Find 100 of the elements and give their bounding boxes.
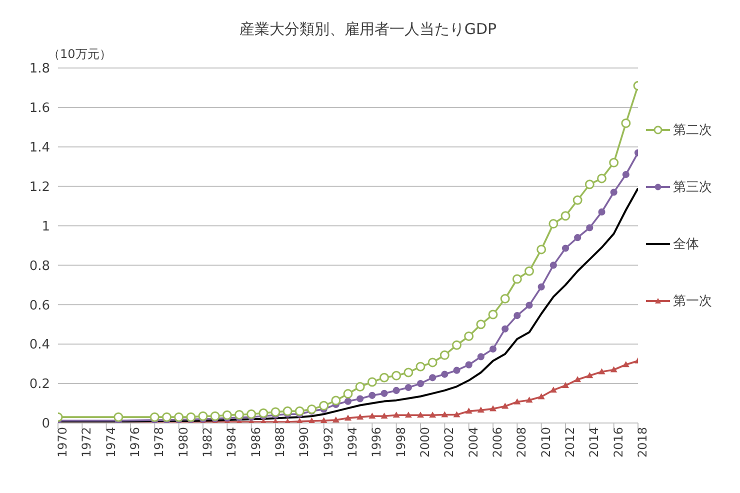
point xyxy=(536,244,546,254)
x-tick-label: 1996 xyxy=(370,427,384,458)
point xyxy=(114,412,124,422)
x-tick-label: 1984 xyxy=(224,427,239,458)
point xyxy=(514,312,521,320)
point xyxy=(308,418,316,423)
point xyxy=(476,320,486,330)
point xyxy=(404,412,412,418)
point xyxy=(320,417,328,423)
point xyxy=(270,407,280,417)
point xyxy=(490,405,496,412)
point xyxy=(416,362,426,372)
point xyxy=(502,402,509,409)
point xyxy=(622,361,630,368)
y-tick-label: 1 xyxy=(42,219,50,234)
point xyxy=(586,372,594,378)
chart-title: 産業大分類別、雇用者一人当たりGDP xyxy=(238,20,498,39)
point xyxy=(526,396,533,403)
point xyxy=(572,195,582,205)
point xyxy=(392,412,400,418)
point xyxy=(464,331,474,341)
point xyxy=(210,411,220,421)
point xyxy=(368,392,376,399)
point xyxy=(234,410,244,420)
x-tick-label: 1982 xyxy=(200,427,215,458)
point xyxy=(597,174,606,184)
point xyxy=(392,386,400,394)
point xyxy=(174,412,184,422)
x-tick-label: 2000 xyxy=(418,427,432,458)
x-tick-label: 2002 xyxy=(442,427,456,458)
x-tick-label: 1974 xyxy=(104,427,118,458)
point xyxy=(162,412,172,422)
point xyxy=(562,382,569,388)
point xyxy=(453,411,460,418)
point xyxy=(186,412,196,422)
x-tick-label: 2006 xyxy=(490,427,505,458)
x-tick-label: 1980 xyxy=(176,427,190,458)
x-tick-label: 1988 xyxy=(273,427,288,458)
x-tick-label: 2004 xyxy=(466,427,480,458)
x-tick-label: 1992 xyxy=(321,427,336,458)
point xyxy=(574,234,582,242)
y-tick-label: 0.2 xyxy=(29,377,50,392)
point xyxy=(246,409,256,419)
legend-label: 第三次 xyxy=(673,179,712,196)
point xyxy=(417,412,424,418)
point xyxy=(428,358,438,368)
y-tick-label: 1.4 xyxy=(29,140,50,156)
legend-label: 第二次 xyxy=(673,122,712,139)
legend-label: 全体 xyxy=(673,236,699,253)
x-tick-label: 1976 xyxy=(128,427,142,458)
point xyxy=(488,310,498,320)
point xyxy=(380,372,389,382)
point xyxy=(441,370,448,378)
point xyxy=(524,266,534,276)
point xyxy=(404,368,414,378)
x-tick-label: 1978 xyxy=(152,427,166,458)
point xyxy=(609,158,619,168)
x-tick-label: 1990 xyxy=(297,427,312,458)
point xyxy=(477,353,484,360)
point xyxy=(621,118,631,128)
y-axis-title: （10万元） xyxy=(48,46,112,62)
x-tick-label: 2016 xyxy=(611,427,626,458)
point xyxy=(344,398,352,405)
x-tick-label: 1970 xyxy=(56,427,70,458)
x-tick-label: 1998 xyxy=(394,427,408,458)
y-tick-label: 1.6 xyxy=(29,101,50,116)
point xyxy=(502,325,509,332)
x-tick-label: 1986 xyxy=(248,427,263,458)
point xyxy=(562,244,570,252)
point xyxy=(198,411,208,421)
point xyxy=(598,368,606,374)
point xyxy=(367,377,377,387)
point xyxy=(465,408,472,414)
point xyxy=(307,404,316,414)
point xyxy=(598,208,606,216)
point xyxy=(355,382,365,392)
point xyxy=(441,411,448,418)
y-tick-label: 1.2 xyxy=(29,180,50,195)
point xyxy=(526,302,533,309)
point xyxy=(512,274,522,284)
point xyxy=(500,294,510,304)
point xyxy=(429,374,436,382)
point xyxy=(294,406,304,416)
point xyxy=(258,408,268,418)
point xyxy=(622,170,630,178)
point xyxy=(584,180,594,190)
point xyxy=(356,414,364,420)
legend-label: 第一次 xyxy=(673,293,712,310)
point xyxy=(356,395,364,402)
point xyxy=(416,380,424,388)
point xyxy=(465,361,472,368)
point xyxy=(332,416,340,423)
point xyxy=(548,219,558,229)
point xyxy=(550,262,557,269)
point xyxy=(586,224,594,232)
point xyxy=(610,366,618,372)
point xyxy=(514,398,521,404)
x-tick-label: 2014 xyxy=(587,427,602,458)
point xyxy=(452,340,462,350)
point xyxy=(574,376,582,382)
